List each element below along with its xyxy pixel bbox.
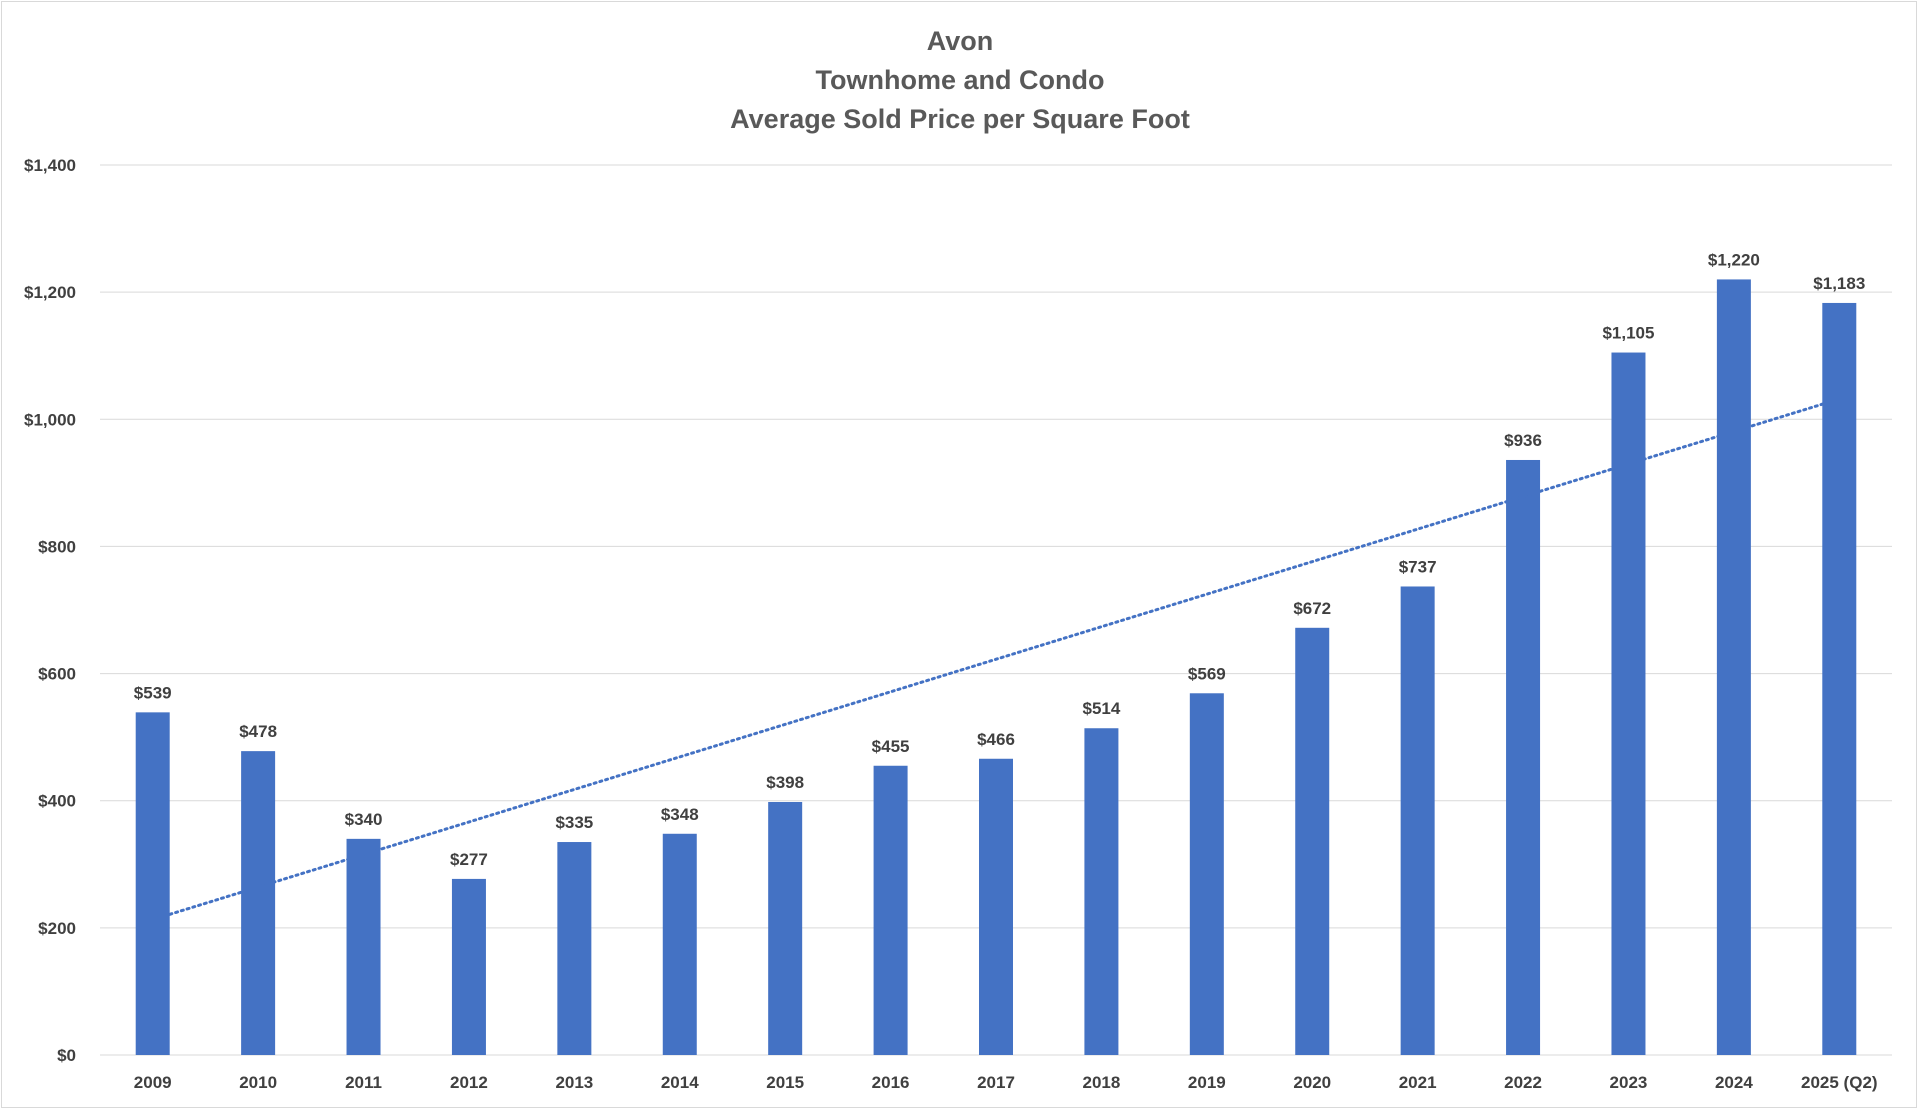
y-tick-label: $0 (57, 1046, 76, 1065)
y-tick-label: $600 (38, 665, 76, 684)
x-tick-label: 2013 (555, 1073, 593, 1092)
bar (1822, 302, 1857, 1055)
bar (1716, 279, 1751, 1055)
x-tick-label: 2017 (977, 1073, 1015, 1092)
x-tick-label: 2015 (766, 1073, 804, 1092)
x-tick-label: 2023 (1610, 1073, 1648, 1092)
data-label: $514 (1082, 699, 1120, 718)
bar (135, 712, 170, 1055)
bar (1611, 352, 1646, 1055)
y-tick-label: $1,000 (24, 410, 76, 429)
x-tick-label: 2014 (661, 1073, 699, 1092)
x-axis: 2009 2010 2011 2012 2013 2014 2015 2016 2017 2018… (134, 1073, 1878, 1092)
data-label: $672 (1293, 599, 1331, 618)
x-tick-label: 2021 (1399, 1073, 1437, 1092)
x-tick-label: 2019 (1188, 1073, 1226, 1092)
chart-title-line-2: Townhome and Condo (816, 65, 1105, 95)
x-tick-label: 2011 (345, 1073, 382, 1092)
y-axis: $0 $200 $400 $600 $800 $1,000 $1,200 $1,400 (24, 156, 76, 1065)
x-tick-label: 2024 (1715, 1073, 1753, 1092)
bar (979, 758, 1013, 1055)
x-tick-label: 2025 (Q2) (1801, 1073, 1878, 1092)
data-label: $466 (977, 730, 1015, 749)
chart-title-line-1: Avon (927, 26, 994, 56)
y-tick-label: $1,200 (24, 283, 76, 302)
bar (1084, 728, 1119, 1055)
bar (1506, 459, 1541, 1055)
x-tick-label: 2016 (872, 1073, 910, 1092)
x-tick-label: 2012 (450, 1073, 488, 1092)
x-tick-label: 2018 (1082, 1073, 1120, 1092)
bars (135, 279, 1857, 1055)
data-label: $340 (345, 810, 383, 829)
x-tick-label: 2020 (1293, 1073, 1331, 1092)
data-labels: $539 $478 $340 $277 $335 $348 $398 $455 $466 $514… (134, 250, 1866, 868)
data-label: $1,220 (1708, 250, 1760, 269)
x-tick-label: 2022 (1504, 1073, 1542, 1092)
data-label: $1,183 (1813, 274, 1865, 293)
x-tick-label: 2009 (134, 1073, 172, 1092)
x-tick-label: 2010 (239, 1073, 277, 1092)
y-tick-label: $800 (38, 537, 76, 556)
bar (1400, 586, 1435, 1055)
y-tick-label: $400 (38, 792, 76, 811)
chart-title: Avon Townhome and Condo Average Sold Pri… (730, 26, 1190, 134)
data-label: $737 (1399, 557, 1437, 576)
data-label: $398 (766, 773, 804, 792)
bar (1295, 627, 1330, 1055)
data-label: $1,105 (1602, 324, 1654, 343)
data-label: $539 (134, 683, 172, 702)
data-label: $478 (239, 722, 277, 741)
data-label: $277 (450, 850, 488, 869)
data-label: $335 (555, 813, 593, 832)
y-tick-label: $200 (38, 919, 76, 938)
bar (451, 878, 486, 1055)
data-label: $455 (872, 737, 910, 756)
bar (346, 838, 381, 1055)
bar (241, 751, 276, 1055)
bar (557, 842, 592, 1055)
bar (873, 765, 908, 1055)
data-label: $348 (661, 805, 699, 824)
y-tick-label: $1,400 (24, 156, 76, 175)
bar (662, 833, 697, 1055)
trendline (151, 397, 1841, 922)
data-label: $569 (1188, 664, 1226, 683)
data-label: $936 (1504, 431, 1542, 450)
chart-title-line-3: Average Sold Price per Square Foot (730, 104, 1190, 134)
bar (1189, 693, 1224, 1055)
bar (768, 801, 803, 1055)
trendline-group (151, 397, 1841, 922)
